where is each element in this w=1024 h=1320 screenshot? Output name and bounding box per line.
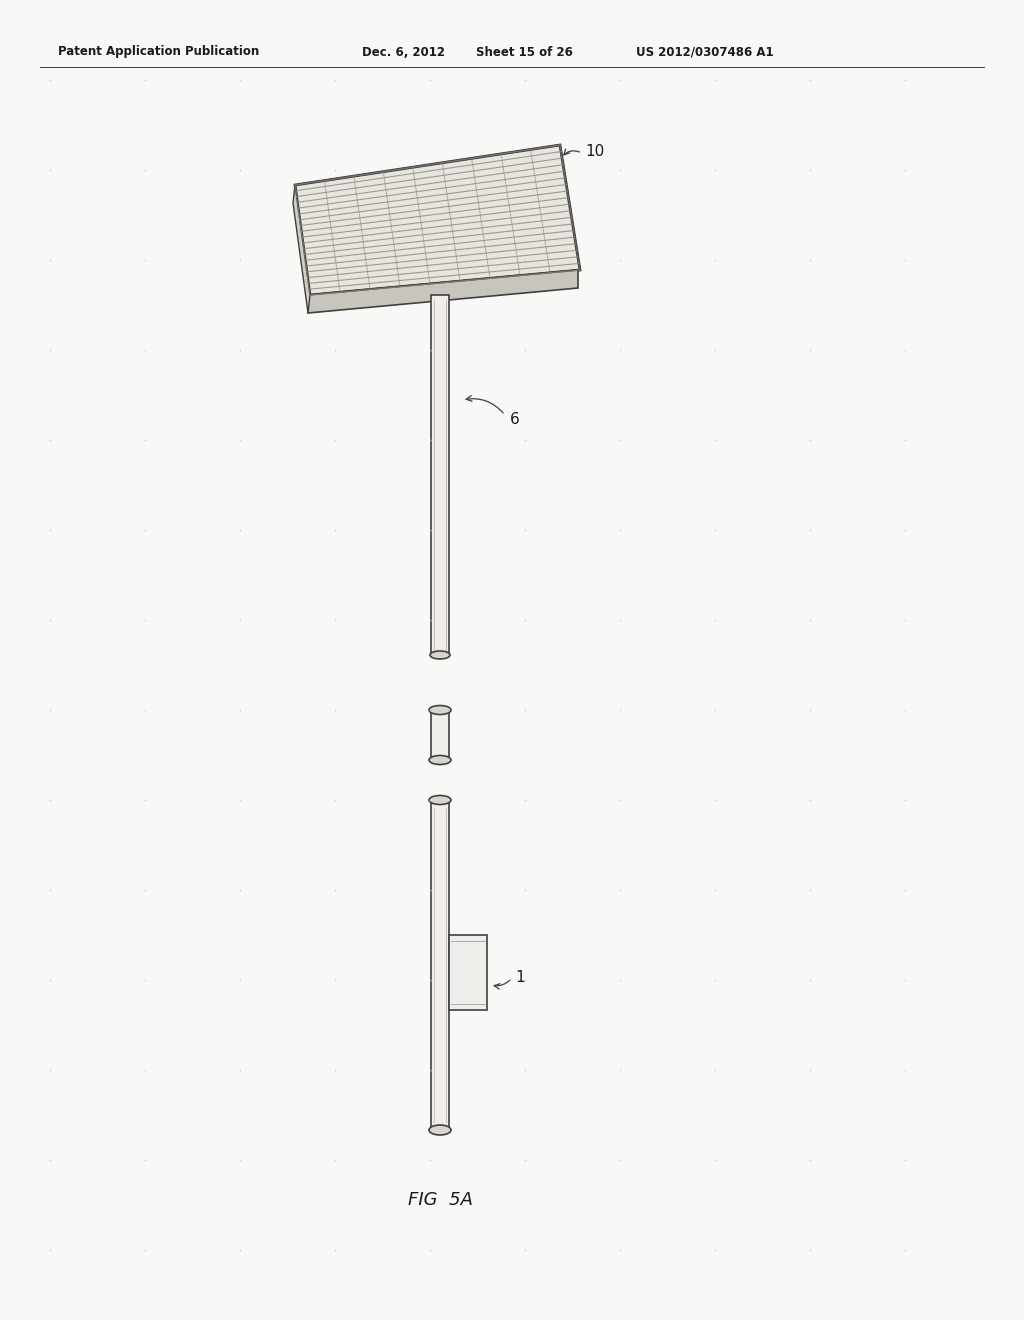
Ellipse shape (429, 755, 451, 764)
Text: Dec. 6, 2012: Dec. 6, 2012 (362, 45, 445, 58)
Text: Sheet 15 of 26: Sheet 15 of 26 (476, 45, 572, 58)
Text: 1: 1 (515, 970, 524, 986)
Ellipse shape (429, 705, 451, 714)
Polygon shape (293, 185, 310, 313)
Text: FIG  5A: FIG 5A (408, 1191, 472, 1209)
Ellipse shape (430, 651, 450, 659)
Bar (431, 800, 449, 1130)
Bar (449, 935, 487, 1010)
Ellipse shape (429, 796, 451, 804)
Polygon shape (308, 271, 578, 313)
Text: 10: 10 (585, 144, 604, 160)
Text: Patent Application Publication: Patent Application Publication (58, 45, 259, 58)
Bar (431, 294, 449, 655)
Polygon shape (295, 145, 580, 294)
Text: US 2012/0307486 A1: US 2012/0307486 A1 (636, 45, 773, 58)
Text: 6: 6 (510, 412, 520, 428)
Ellipse shape (429, 1125, 451, 1135)
Bar (431, 710, 449, 760)
